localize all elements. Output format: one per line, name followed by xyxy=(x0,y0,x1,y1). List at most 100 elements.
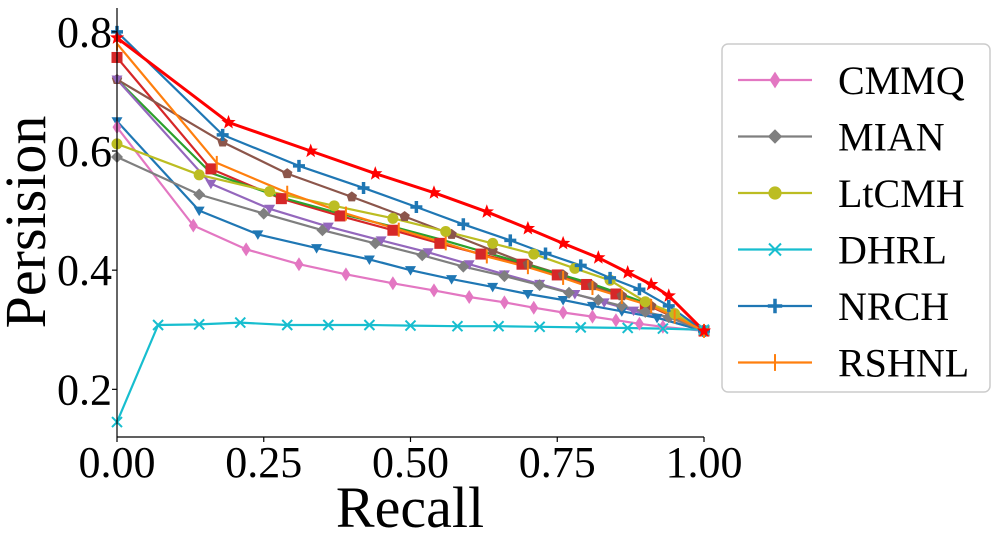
data-point-unlabeled-7 xyxy=(479,204,494,218)
data-point-unlabeled-8 xyxy=(387,224,399,236)
data-point-mian xyxy=(316,224,329,237)
data-point-unlabeled-11 xyxy=(322,222,334,233)
data-point-mian xyxy=(369,237,382,250)
data-point-unlabeled-12 xyxy=(311,244,323,254)
data-point-dhrl xyxy=(363,319,376,331)
data-point-nrch xyxy=(574,259,587,272)
data-point-nrch xyxy=(662,299,675,312)
data-point-mian xyxy=(562,286,575,299)
data-point-unlabeled-8 xyxy=(334,210,346,222)
data-point-unlabeled-7 xyxy=(661,288,676,302)
data-point-unlabeled-12 xyxy=(446,275,458,285)
legend-swatch-marker-mian xyxy=(767,129,783,144)
data-point-unlabeled-9 xyxy=(346,191,358,202)
data-point-cmmq xyxy=(558,305,568,320)
legend-label-rshnl: RSHNL xyxy=(838,341,969,386)
data-point-dhrl xyxy=(404,319,417,332)
data-point-cmmq xyxy=(611,313,621,328)
tick-labels: 0.00 0.25 0.50 0.75 1.00 0.2 0.4 0.6 0.8 xyxy=(57,8,743,487)
data-point-unlabeled-9 xyxy=(282,168,293,179)
legend-label-mian: MIAN xyxy=(838,115,945,160)
series-lines xyxy=(115,31,706,423)
x-tick-label: 0.75 xyxy=(519,438,596,487)
data-point-unlabeled-7 xyxy=(368,166,383,180)
data-point-dhrl xyxy=(322,319,335,331)
x-tick-label: 1.00 xyxy=(666,438,743,487)
data-point-dhrl xyxy=(492,320,505,332)
data-point-nrch xyxy=(604,271,617,284)
data-point-mian xyxy=(639,305,652,318)
y-tick-label: 0.4 xyxy=(57,246,112,295)
data-point-cmmq xyxy=(241,242,251,257)
data-point-dhrl xyxy=(533,321,546,333)
legend-label-dhrl: DHRL xyxy=(838,228,947,273)
data-point-cmmq xyxy=(499,295,509,310)
series-line-cmmq xyxy=(116,126,705,332)
data-point-unlabeled-7 xyxy=(644,276,659,291)
x-axis-label: Recall xyxy=(336,475,484,540)
data-point-mian xyxy=(457,260,470,273)
data-point-unlabeled-7 xyxy=(426,185,442,199)
legend-swatch-marker-ltcmh xyxy=(768,186,782,200)
data-point-mian xyxy=(498,270,511,283)
data-point-unlabeled-7 xyxy=(303,143,318,158)
data-point-unlabeled-8 xyxy=(205,163,217,175)
data-point-dhrl xyxy=(152,319,164,331)
data-point-nrch xyxy=(633,283,646,296)
data-point-ltcmh xyxy=(487,237,499,249)
x-tick-label: 0.25 xyxy=(225,438,302,487)
data-point-unlabeled-8 xyxy=(434,237,446,249)
data-point-cmmq xyxy=(188,218,198,233)
data-point-dhrl xyxy=(193,318,205,331)
data-point-ltcmh xyxy=(264,186,276,198)
data-point-mian xyxy=(193,188,206,201)
data-point-cmmq xyxy=(634,316,644,331)
data-point-ltcmh xyxy=(193,169,205,181)
data-point-nrch xyxy=(292,159,305,172)
data-point-ltcmh xyxy=(387,212,399,224)
data-point-nrch xyxy=(457,218,470,231)
x-tick-label: 0.50 xyxy=(372,438,449,487)
data-point-unlabeled-11 xyxy=(264,204,276,215)
series-line-ltcmh xyxy=(116,142,705,332)
data-point-unlabeled-8 xyxy=(581,278,593,290)
data-point-unlabeled-9 xyxy=(217,136,228,147)
data-point-ltcmh xyxy=(440,225,452,237)
data-point-cmmq xyxy=(341,267,351,282)
tick-marks xyxy=(112,31,705,442)
data-point-cmmq xyxy=(294,257,304,272)
legend-swatch-marker-nrch xyxy=(767,298,783,314)
x-tick-label: 0.00 xyxy=(79,438,156,487)
data-point-dhrl xyxy=(657,322,669,335)
legend-label-ltcmh: LtCMH xyxy=(838,171,965,216)
data-point-dhrl xyxy=(621,322,634,334)
data-point-unlabeled-7 xyxy=(620,265,635,279)
data-point-unlabeled-8 xyxy=(610,288,622,300)
data-point-unlabeled-12 xyxy=(557,295,569,306)
data-point-unlabeled-12 xyxy=(586,301,598,312)
legend-label-nrch: NRCH xyxy=(838,284,949,329)
data-point-cmmq xyxy=(587,309,597,324)
data-point-mian xyxy=(533,279,546,292)
data-point-dhrl xyxy=(234,316,246,329)
data-point-unlabeled-11 xyxy=(205,179,217,190)
series-line-mian xyxy=(116,155,705,332)
data-point-ltcmh xyxy=(528,248,540,260)
data-point-mian xyxy=(416,249,429,262)
series-line-rshnl xyxy=(116,42,705,332)
legend: CMMQ MIAN LtCMH DHRL NRCH RSHNL xyxy=(721,43,991,393)
data-point-unlabeled-7 xyxy=(696,323,712,338)
data-point-unlabeled-9 xyxy=(399,211,410,221)
data-point-unlabeled-8 xyxy=(516,258,528,270)
data-point-unlabeled-12 xyxy=(651,313,663,324)
data-point-cmmq xyxy=(464,289,474,304)
data-point-unlabeled-7 xyxy=(221,114,236,129)
data-point-nrch xyxy=(504,234,517,247)
data-point-unlabeled-12 xyxy=(522,290,534,300)
data-point-nrch xyxy=(357,181,370,194)
data-point-unlabeled-7 xyxy=(591,250,606,264)
data-point-unlabeled-11 xyxy=(628,306,640,317)
legend-swatch-marker-dhrl xyxy=(768,242,782,257)
data-point-unlabeled-8 xyxy=(475,248,487,260)
